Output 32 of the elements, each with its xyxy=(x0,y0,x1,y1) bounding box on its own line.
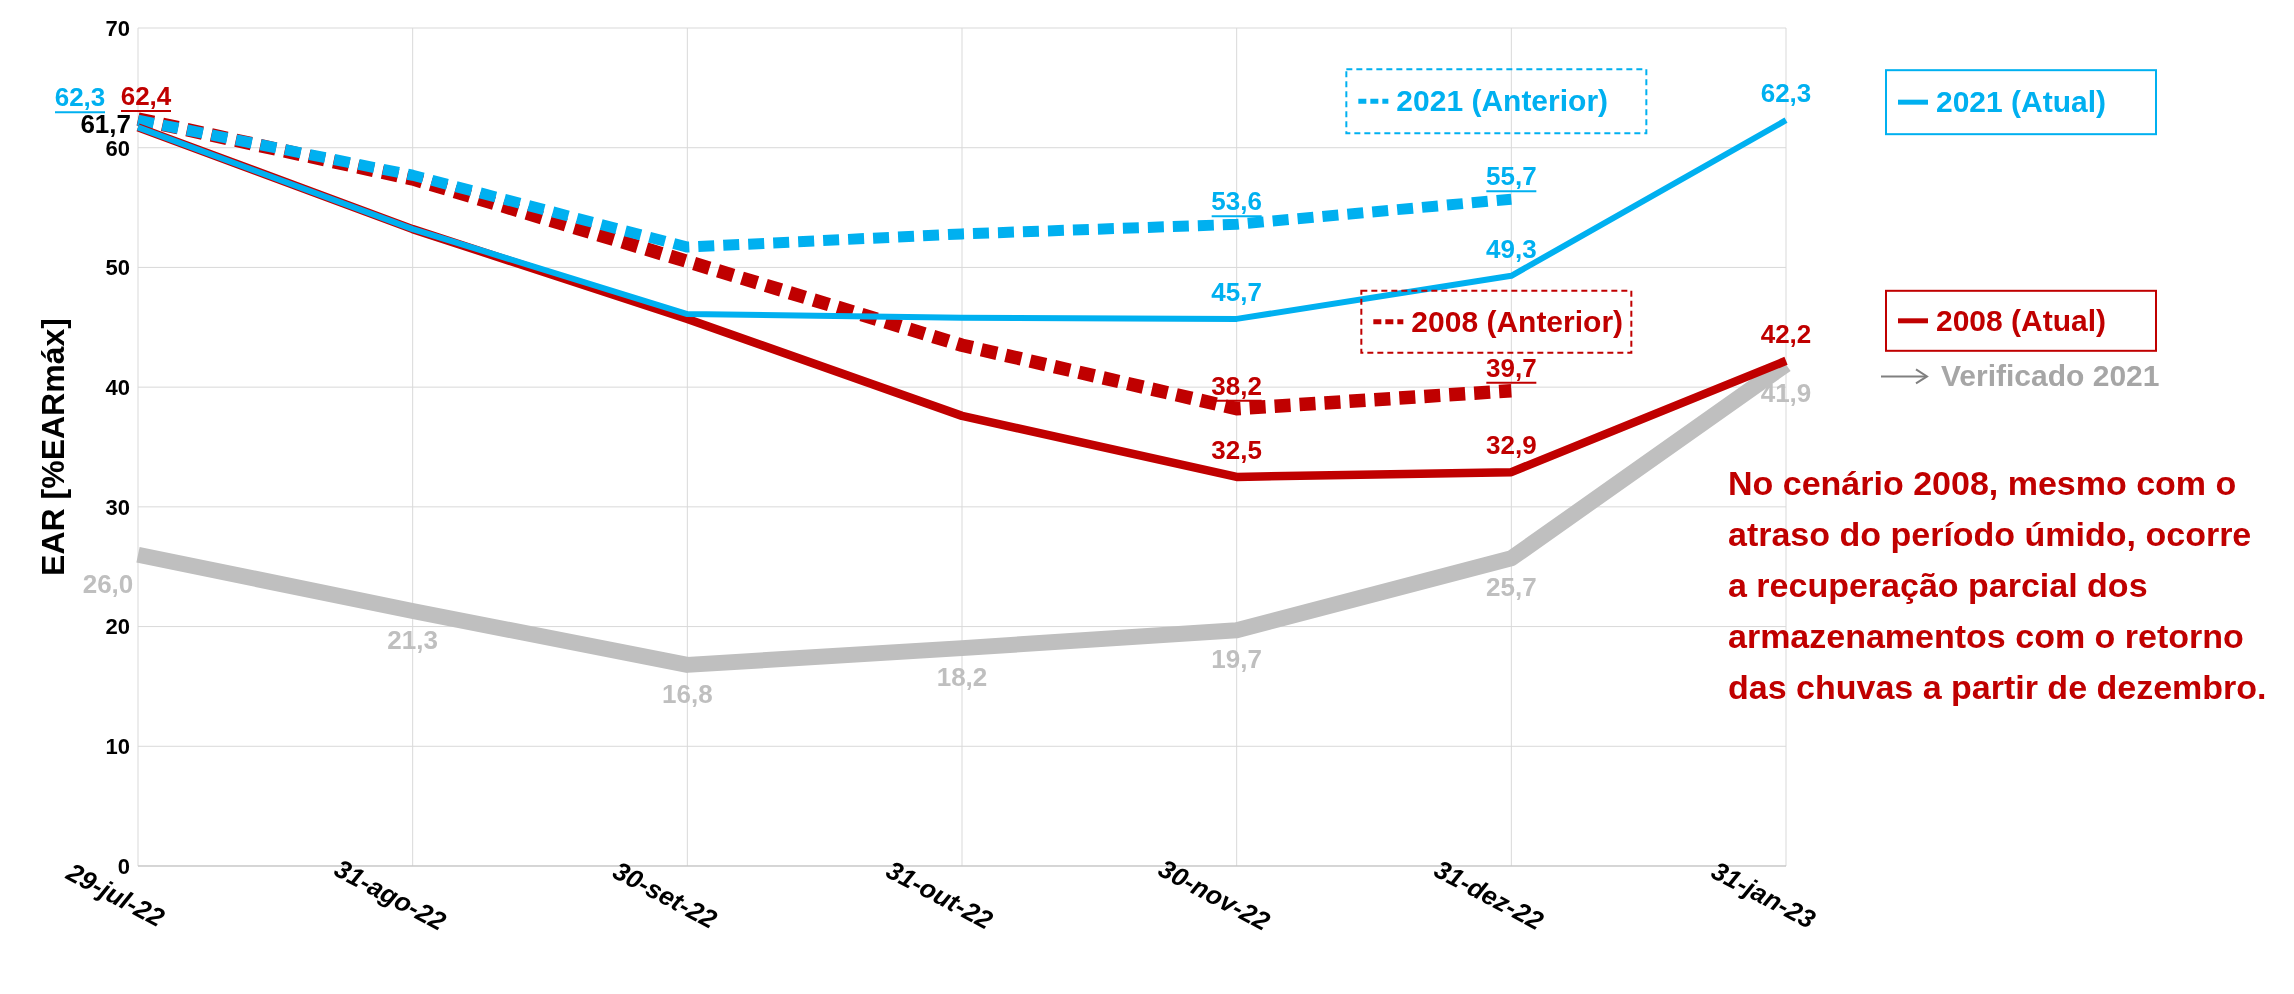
data-label: 62,3 xyxy=(54,82,106,113)
data-label: 38,2 xyxy=(1211,370,1262,401)
y-tick-label: 10 xyxy=(105,734,130,760)
annotation: No cenário 2008, mesmo com o atraso do período úmido, ocorre a recuperação parcial dos armazenamentos com o retorno das chuvas a partir de dezembro. xyxy=(1728,463,2268,708)
y-tick-label: 40 xyxy=(105,374,130,400)
y-tick-label: 20 xyxy=(105,614,130,640)
data-label: 26,0 xyxy=(82,568,134,599)
legend-label: 2008 (Anterior) xyxy=(1411,304,1624,338)
data-label: 62,3 xyxy=(1760,78,1812,109)
y-axis-title: EAR [%EARmáx] xyxy=(35,318,72,576)
data-label: 21,3 xyxy=(387,625,438,656)
y-tick-label: 50 xyxy=(105,255,130,281)
data-label: 39,7 xyxy=(1486,352,1537,383)
data-label: 53,6 xyxy=(1211,186,1262,217)
data-label: 41,9 xyxy=(1760,378,1812,409)
text: Verificado 2021 xyxy=(1941,359,2160,393)
data-label: 19,7 xyxy=(1211,644,1262,675)
data-label: 18,2 xyxy=(936,662,988,693)
data-label: 25,7 xyxy=(1486,572,1537,603)
data-label: 49,3 xyxy=(1486,233,1537,264)
data-label: 32,5 xyxy=(1211,434,1262,465)
data-label: 42,2 xyxy=(1760,318,1812,349)
legend-label: 2008 (Atual) xyxy=(1936,303,2107,337)
y-tick-label: 70 xyxy=(105,15,130,41)
data-label: 16,8 xyxy=(662,678,713,709)
legend-label: 2021 (Anterior) xyxy=(1396,84,1609,118)
data-label: 62,4 xyxy=(120,80,172,111)
legend-label: 2021 (Atual) xyxy=(1936,85,2107,119)
data-label: 55,7 xyxy=(1486,161,1537,192)
y-tick-label: 30 xyxy=(105,494,130,520)
data-label: 32,9 xyxy=(1486,430,1537,461)
data-label: 45,7 xyxy=(1211,276,1262,307)
